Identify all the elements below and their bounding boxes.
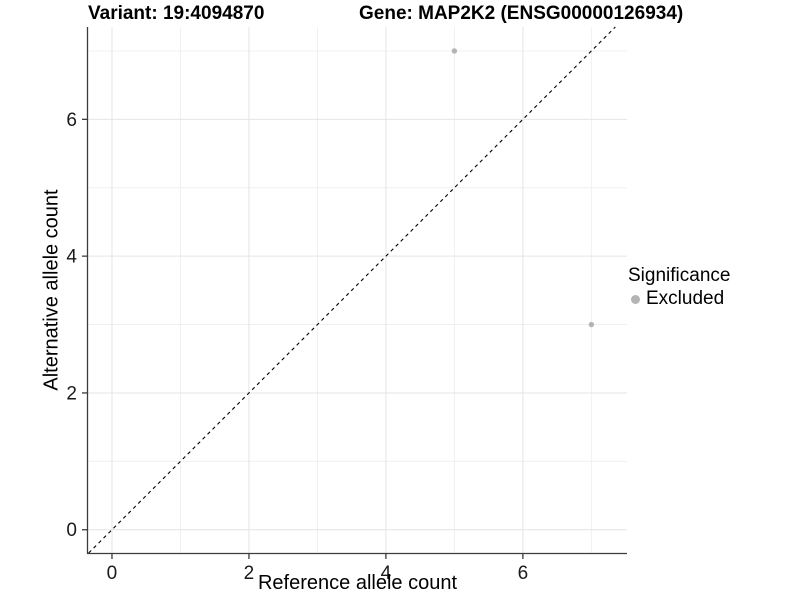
legend: Significance Excluded [628,264,730,310]
data-point [451,48,458,54]
y-tick-label: 4 [66,247,77,268]
identity-line [88,26,616,554]
x-axis-title: Reference allele count [257,572,457,594]
variant-title: Variant: 19:4094870 [88,3,265,24]
legend-point-icon [631,294,640,304]
legend-item-label: Excluded [646,288,725,309]
x-tick-label: 6 [518,563,529,584]
gene-title: Gene: MAP2K2 (ENSG00000126934) [359,3,684,24]
x-tick-label: 0 [107,563,118,584]
x-tick-label: 2 [244,563,255,584]
legend-item-excluded: Excluded [628,288,730,310]
x-tick-label: 4 [381,563,392,584]
y-tick-label: 0 [66,520,77,541]
legend-title: Significance [628,265,731,286]
data-point [588,321,595,328]
y-tick-label: 6 [66,110,77,131]
y-tick-label: 2 [66,383,77,404]
y-axis-title-text: Alternative allele count [40,189,63,391]
